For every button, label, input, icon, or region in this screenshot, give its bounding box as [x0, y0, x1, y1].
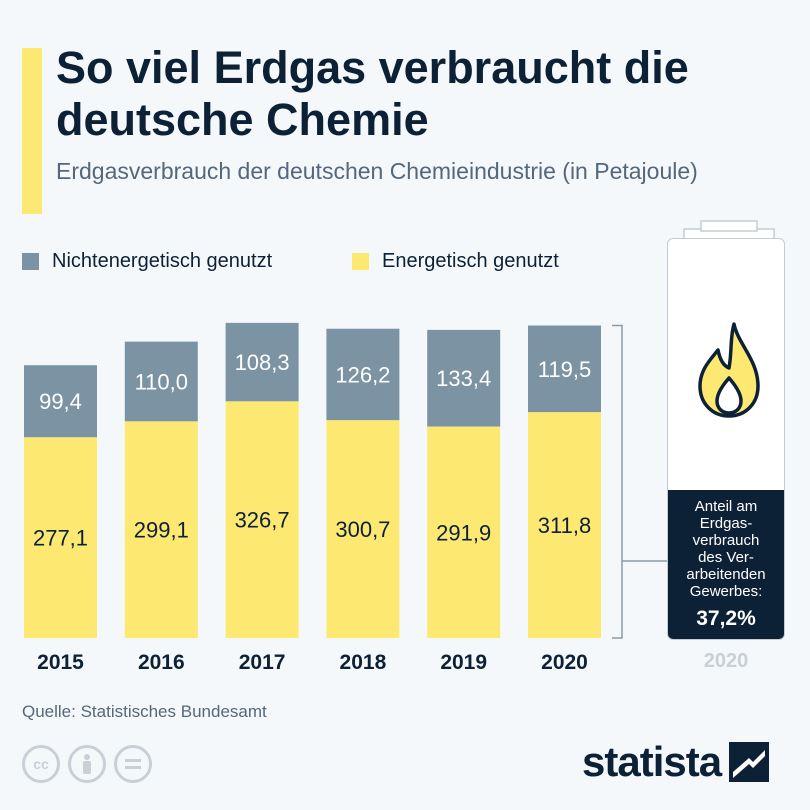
- x-tick-label: 2019: [440, 651, 487, 674]
- x-tick-label: 2020: [541, 651, 588, 674]
- share-label-line: verbrauch: [692, 532, 760, 550]
- bar-energetic: [124, 421, 198, 638]
- data-label-non-energetic: 133,4: [436, 366, 491, 391]
- bar-energetic: [528, 412, 601, 638]
- accent-bar: [22, 48, 42, 214]
- x-tick-label: 2017: [239, 651, 286, 674]
- legend-item-non-energetic: Nichtenergetisch genutzt: [22, 250, 272, 273]
- flame-icon: [698, 322, 760, 418]
- bar-non-energetic: [124, 341, 198, 422]
- legend-label-non-energetic: Nichtenergetisch genutzt: [52, 250, 273, 272]
- bar-energetic: [326, 420, 400, 638]
- data-label-energetic: 311,8: [538, 513, 591, 538]
- legend-swatch-non-energetic: [22, 253, 39, 270]
- attribution-icon[interactable]: [68, 745, 106, 783]
- share-label-line: arbeitenden: [686, 566, 766, 584]
- data-label-non-energetic: 108,3: [235, 350, 290, 375]
- bar-non-energetic: [528, 325, 601, 413]
- bar-non-energetic: [326, 328, 400, 421]
- statista-logo[interactable]: statista: [582, 738, 770, 786]
- data-label-non-energetic: 119,5: [538, 357, 591, 382]
- x-tick-label: 2016: [138, 651, 185, 674]
- data-label-energetic: 277,1: [33, 526, 88, 551]
- share-year: 2020: [703, 650, 749, 672]
- share-battery: Anteil am Erdgas- verbrauch des Ver- arb…: [667, 238, 785, 640]
- legend-swatch-energetic: [352, 253, 369, 270]
- share-battery-fill: Anteil am Erdgas- verbrauch des Ver- arb…: [668, 490, 784, 639]
- data-label-energetic: 299,1: [134, 518, 189, 543]
- bar-energetic: [225, 401, 299, 638]
- x-tick-label: 2015: [37, 651, 84, 674]
- share-label: Anteil am Erdgas- verbrauch des Ver- arb…: [668, 498, 784, 600]
- share-label-line: Anteil am: [694, 498, 758, 516]
- bar-non-energetic: [427, 329, 501, 427]
- bar-energetic: [24, 437, 97, 638]
- cc-icon[interactable]: cc: [22, 745, 60, 783]
- bar-non-energetic: [225, 322, 299, 402]
- data-label-non-energetic: 99,4: [39, 389, 82, 414]
- no-derivatives-icon[interactable]: [114, 745, 152, 783]
- license-icons: cc: [22, 745, 152, 783]
- data-label-energetic: 326,7: [235, 508, 290, 533]
- share-value: 37,2%: [696, 607, 756, 630]
- bar-chart: 277,1 99,4 2015 299,1 110,0 2016 326,7 108,3 201…: [24, 322, 667, 674]
- data-label-non-energetic: 110,0: [135, 369, 188, 394]
- share-label-line: Gewerbes:: [689, 583, 763, 601]
- data-label-non-energetic: 126,2: [335, 362, 390, 387]
- data-label-energetic: 300,7: [335, 517, 390, 542]
- share-label-line: Erdgas-: [699, 515, 753, 533]
- share-label-line: des Ver-: [698, 549, 754, 567]
- page-subtitle: Erdgasverbrauch der deutschen Chemieindu…: [56, 158, 698, 184]
- source-note: Quelle: Statistisches Bundesamt: [22, 702, 267, 721]
- legend-label-energetic: Energetisch genutzt: [382, 250, 559, 272]
- x-tick-label: 2018: [340, 651, 387, 674]
- logo-wordmark: statista: [582, 738, 722, 785]
- page-title: So viel Erdgas verbraucht die deutsche C…: [56, 42, 689, 145]
- statista-mark-icon: [729, 742, 770, 782]
- bracket-line: [612, 324, 623, 639]
- bar-energetic: [427, 426, 501, 638]
- legend-item-energetic: Energetisch genutzt: [352, 250, 559, 273]
- data-label-energetic: 291,9: [436, 520, 491, 545]
- bar-non-energetic: [24, 365, 97, 438]
